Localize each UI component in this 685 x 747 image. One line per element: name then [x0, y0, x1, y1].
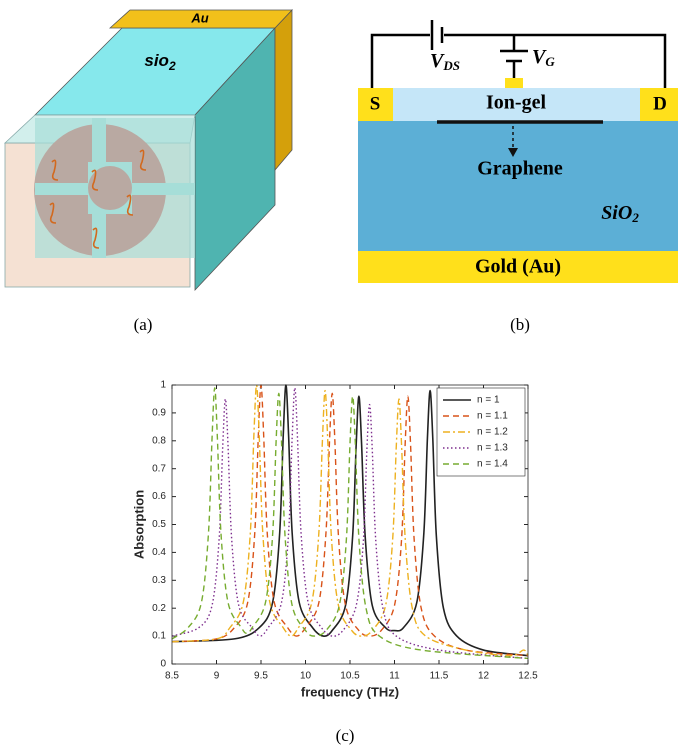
wire	[444, 33, 667, 88]
panel-label: (b)	[510, 315, 530, 334]
axes-box	[171, 384, 529, 665]
legend-label: n = 1.3	[477, 443, 508, 454]
gold-side	[274, 8, 293, 172]
panel-label: (a)	[134, 315, 153, 334]
label-sub: G	[545, 54, 555, 69]
x-tick-label: 10.5	[340, 671, 360, 682]
x-tick-label: 12	[478, 671, 490, 682]
x-tick-label: 12.5	[518, 671, 538, 682]
x-tick-label: 9.5	[254, 671, 268, 682]
y-tick-label: 1	[160, 380, 166, 391]
y-tick-label: 0.4	[152, 547, 166, 558]
legend-box	[436, 387, 526, 477]
panel-a: Au sio2	[3, 8, 293, 292]
ion-gel-label: Ion-gel	[486, 92, 546, 114]
vds-label: VDS	[430, 50, 460, 73]
center-disk	[88, 166, 132, 210]
y-tick-label: 0.8	[152, 435, 166, 446]
legend-label: n = 1.2	[477, 427, 508, 438]
label-base: V	[430, 50, 445, 72]
y-tick-label: 0.6	[152, 491, 166, 502]
label-sub: 2	[168, 59, 176, 73]
gold-layer	[358, 251, 678, 283]
x-axis-label: frequency (THz)	[301, 684, 399, 699]
sio2-label: SiO2	[601, 202, 639, 225]
drain	[640, 88, 678, 121]
series-line	[171, 387, 529, 660]
label-base: V	[532, 46, 547, 68]
x-tick-label: 9	[214, 671, 220, 682]
x-tick-label: 11.5	[430, 671, 449, 682]
label-sub: 2	[631, 210, 639, 225]
ion-gel	[393, 88, 640, 121]
substrate	[358, 121, 678, 251]
series-line	[171, 384, 529, 657]
gold-top	[108, 9, 293, 29]
x-tick-label: 8.5	[165, 671, 179, 682]
source	[358, 88, 393, 121]
label-sub: DS	[442, 58, 460, 73]
drain-label: D	[653, 93, 667, 114]
y-tick-label: 0	[160, 659, 166, 670]
arrow-head	[508, 148, 518, 157]
graphene-icons	[49, 149, 147, 249]
source-label: S	[370, 93, 381, 114]
y-tick-label: 0.7	[152, 463, 166, 474]
x-tick-label: 11	[389, 671, 400, 682]
label-base: sio	[144, 51, 169, 70]
au-label: Au	[190, 10, 208, 25]
x-tick-label: 10	[300, 671, 312, 682]
y-tick-label: 0.9	[152, 408, 166, 419]
y-tick-label: 0.2	[152, 603, 166, 614]
y-tick-label: 0.1	[152, 631, 166, 642]
gate	[505, 78, 523, 88]
gold-label: Gold (Au)	[475, 256, 561, 278]
y-tick-label: 0.3	[152, 575, 166, 586]
series-line	[171, 384, 529, 657]
y-tick-label: 0.5	[152, 519, 166, 530]
legend-label: n = 1	[477, 395, 500, 406]
series-line	[171, 384, 529, 657]
label-base: SiO	[601, 202, 632, 224]
y-axis-label: Absorption	[131, 490, 146, 559]
wire	[370, 33, 430, 88]
graphene-label: Graphene	[477, 158, 563, 180]
legend-label: n = 1.4	[477, 459, 508, 470]
series-line	[171, 387, 529, 660]
panel-label: (c)	[336, 726, 355, 745]
panel-b: VDS VG S D Ion-gel Graphene SiO2 Gold (A…	[358, 20, 678, 283]
legend-label: n = 1.1	[477, 411, 508, 422]
chart: 8.5 9 9.5 10 10.5 11 11.5 12 12.500.10.20.30.40.…	[131, 380, 538, 700]
vg-label: VG	[532, 46, 555, 69]
sio2-label: sio2	[144, 51, 176, 73]
